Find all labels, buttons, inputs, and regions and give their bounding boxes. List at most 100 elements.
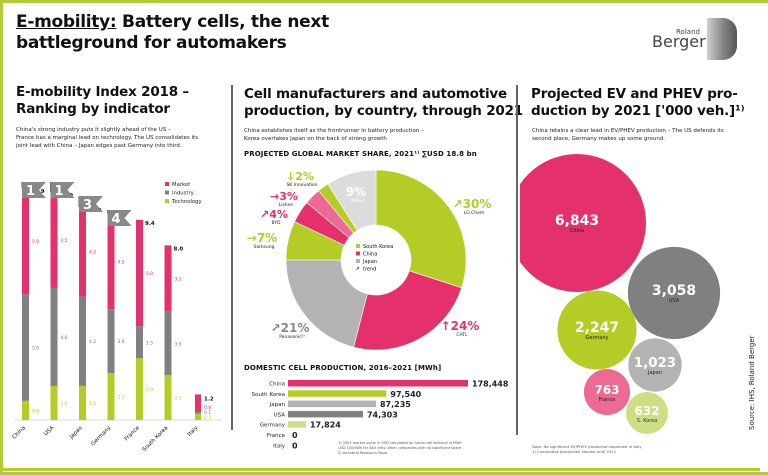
bar-segment-label: 5.0 xyxy=(146,271,153,277)
bar-segment-label: 0.3 xyxy=(204,415,211,421)
slice-name-label: others xyxy=(351,198,366,204)
legend-swatch xyxy=(165,199,169,203)
bar-segment-market xyxy=(22,187,29,295)
slice-name-label: SK Innovation xyxy=(286,182,317,188)
title-keyword: E-mobility: xyxy=(16,12,117,32)
bar-segment-label: 4.6 xyxy=(61,335,68,341)
bar-segment-label: 1.6 xyxy=(89,401,96,407)
bar-segment-label: 2.2 xyxy=(118,395,125,401)
divider-left xyxy=(231,85,233,430)
cells-footnote-3: 2) Including Panasonic/Tesla xyxy=(338,451,388,455)
cells-title-l1: Cell manufacturers and automotive xyxy=(244,86,507,102)
bubble xyxy=(557,290,637,370)
bubble xyxy=(583,368,631,416)
bar-segment-technology xyxy=(164,375,172,420)
bar-segment-market xyxy=(50,192,58,288)
bar-segment-technology xyxy=(136,358,143,420)
bar-segment-label: 5.0 xyxy=(32,346,39,352)
bar-category-label: Japan xyxy=(269,402,286,408)
bubble-value-label: 632 xyxy=(634,404,659,418)
slice-name-label: CATL xyxy=(456,332,468,338)
x-tick-label: South Korea xyxy=(142,425,170,453)
slice-value-label: ↓2% xyxy=(286,170,314,183)
cells-footnotes: 1) 2021 market value in USD calculated o… xyxy=(338,441,462,456)
market-share-heading: PROJECTED GLOBAL MARKET SHARE, 2021¹⁾ ∑U… xyxy=(244,150,477,158)
index-sub-l1: China's strong industry puts it slightly… xyxy=(16,127,171,133)
slice-name-label: Panasonic²⁾ xyxy=(279,334,304,340)
bubble xyxy=(626,392,668,434)
bar-segment-market xyxy=(195,394,201,412)
bar-total-label: 8.0 xyxy=(174,246,184,252)
bar xyxy=(288,421,306,428)
bar-value-label: 0 xyxy=(292,431,298,440)
bar-segment-technology xyxy=(107,373,115,420)
ev-title-l2: duction by 2021 ['000 veh.]¹⁾ xyxy=(531,103,745,119)
bar xyxy=(288,400,376,408)
bar-segment-industry xyxy=(136,326,143,359)
donut-slice xyxy=(375,169,467,289)
legend-label: Japan xyxy=(362,259,377,265)
rank-label: 3 xyxy=(83,198,92,213)
cells-footnote-2: USD 100/kWh for BEV cells; other compani… xyxy=(338,446,461,450)
bar-segment-label: 4.5 xyxy=(118,259,125,265)
index-sub-l3: joint lead with China – Japan edges past… xyxy=(16,143,182,149)
donut-slice xyxy=(353,270,462,351)
bar-segment-technology xyxy=(50,385,58,420)
title-rest: Battery cells, the next xyxy=(116,12,329,32)
index-subtitle: China's strong industry puts it slightly… xyxy=(16,126,198,150)
slice-value-label: ↑24% xyxy=(441,319,480,333)
bar-segment-label: 0.8 xyxy=(204,405,211,411)
bar-segment-industry xyxy=(50,287,58,386)
bubble-name-label: France xyxy=(599,397,616,403)
rank-label: 1 xyxy=(55,184,64,199)
bubble-name-label: Germany xyxy=(586,335,609,341)
rank-flag xyxy=(22,182,46,198)
bar-value-label: 97,540 xyxy=(390,390,421,399)
bar-segment-label: 1.5 xyxy=(146,340,153,346)
bar-value-label: 178,448 xyxy=(472,380,509,389)
slice-name-label: BYD xyxy=(271,220,281,226)
bubble-name-label: USA xyxy=(669,298,680,304)
bar-value-label: 87,235 xyxy=(380,400,411,409)
bar-category-label: Germany xyxy=(260,423,286,429)
bar-segment-market xyxy=(79,207,86,297)
legend-label: China xyxy=(363,252,377,258)
slice-name-label: LG Chem xyxy=(464,210,485,216)
slice-value-label: ↗4% xyxy=(260,208,288,221)
x-tick-label: Germany xyxy=(90,425,113,448)
bar-segment-market xyxy=(107,213,115,310)
index-title-l2: Ranking by indicator xyxy=(16,101,170,117)
legend-label: Market xyxy=(172,182,190,188)
bubble-name-label: Japan xyxy=(647,370,662,376)
logo-big-text: Berger xyxy=(652,32,706,51)
x-tick-label: Italy xyxy=(187,425,200,438)
domestic-production-bar-chart: China 178,448 South Korea 97,540 Japan 87,235… xyxy=(252,380,509,451)
index-sub-l2: France has a marginal lead on technology… xyxy=(16,135,199,141)
index-title-l1: E-mobility Index 2018 – xyxy=(16,84,189,100)
slice-value-label: →7% xyxy=(247,231,277,245)
bubble-value-label: 3,058 xyxy=(652,283,696,299)
cells-title: Cell manufacturers and automotive produc… xyxy=(244,86,523,120)
legend-swatch xyxy=(165,190,169,195)
bar-segment-label: 3.0 xyxy=(118,339,125,345)
ev-sub-l2: second place, Germany makes up some grou… xyxy=(532,136,666,142)
cells-footnote-1: 1) 2021 market value in USD calculated o… xyxy=(338,441,462,445)
slice-value-label: 9% xyxy=(346,185,366,199)
legend-swatch xyxy=(165,182,169,186)
bubble-value-label: 1,023 xyxy=(634,356,676,371)
ev-footnote-2: 1) Cumulative production volume until 20… xyxy=(532,449,617,454)
ev-subtitle: China retains a clear lead in EV/PHEV pr… xyxy=(532,127,724,143)
legend-label: Technology xyxy=(171,199,202,205)
bubble xyxy=(628,338,682,392)
source-note: Source: IHS, Roland Berger xyxy=(748,335,756,430)
ev-footnotes: Note: No significant EV/PHEV production … xyxy=(532,444,642,454)
bubble-name-label: China xyxy=(570,228,584,234)
bar-category-label: South Korea xyxy=(252,392,285,398)
rank-label: 4 xyxy=(112,212,121,227)
bar-category-label: USA xyxy=(274,412,286,418)
legend-swatch xyxy=(356,259,360,263)
bar-category-label: France xyxy=(267,433,286,439)
bar-segment-technology xyxy=(195,413,201,420)
market-share-donut-chart: ↗30%LG Chem ↑24%CATL ↗21%Panasonic²⁾ →7%Sam… xyxy=(247,169,491,351)
bar-segment-label: 1.6 xyxy=(61,401,68,407)
